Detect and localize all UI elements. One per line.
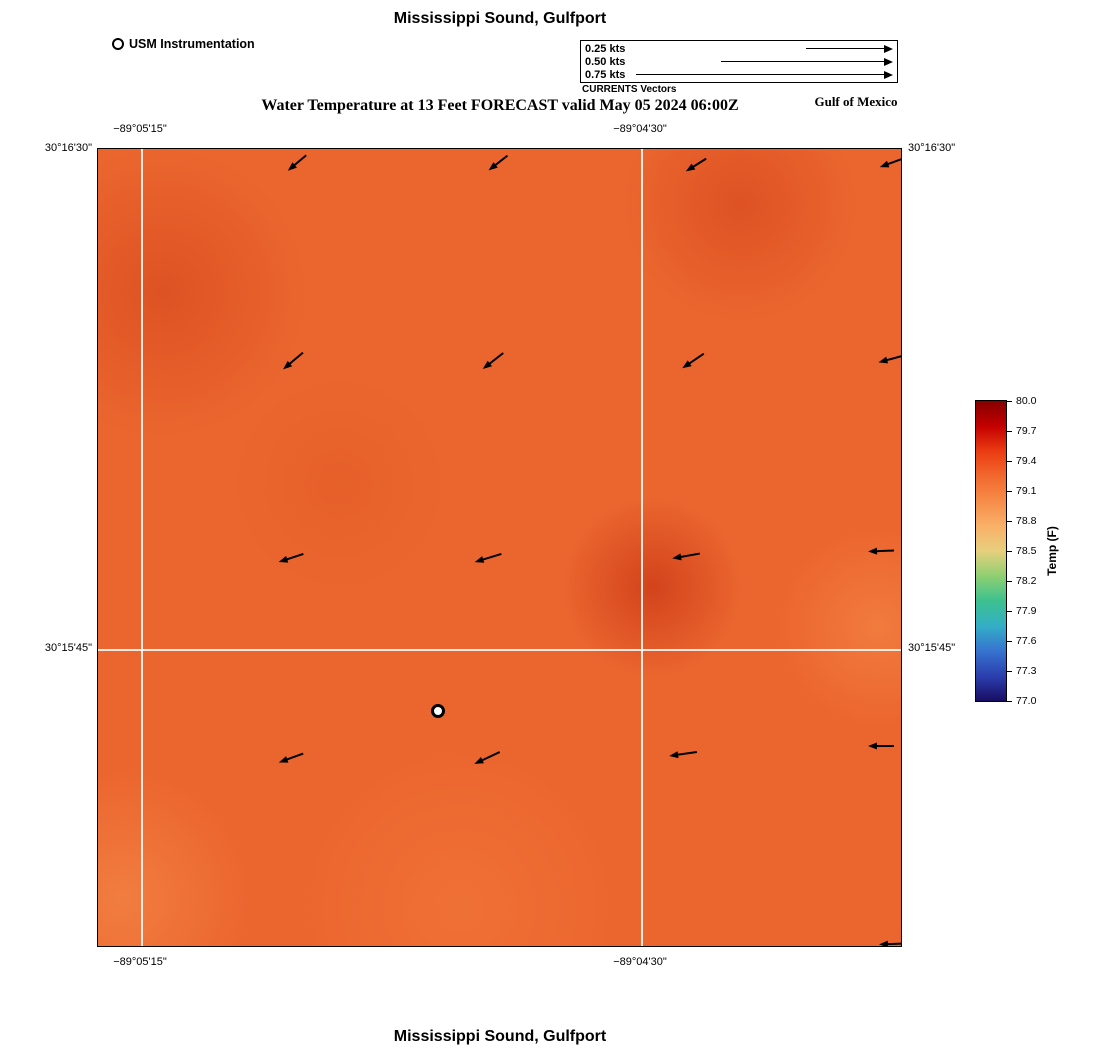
colorbar-tick-label: 77.6 (1016, 635, 1037, 647)
figure-footer-title: Mississippi Sound, Gulfport (393, 1028, 607, 1045)
usm-station-marker (431, 704, 445, 718)
colorbar (975, 400, 1007, 702)
current-vector (868, 547, 895, 555)
current-vector (283, 351, 304, 370)
currents-legend-box: 0.25 kts 0.50 kts 0.75 kts (580, 40, 898, 83)
colorbar-tick-label: 78.2 (1016, 575, 1037, 587)
colorbar-tick-mark (1007, 580, 1012, 582)
colorbar-tick-mark (1007, 520, 1012, 522)
current-vector (672, 552, 700, 561)
current-vector (488, 154, 509, 171)
colorbar-tick-mark (1007, 700, 1012, 702)
gridline-lon-1 (141, 149, 143, 946)
currents-speed-arrow-icon (806, 44, 893, 53)
current-vector (482, 352, 504, 370)
colorbar-tick-mark (1007, 490, 1012, 492)
current-vector (669, 751, 698, 759)
lon-tick-label-top-1: −89°05'15" (113, 123, 167, 135)
current-vector (868, 742, 894, 750)
colorbar-tick-mark (1007, 550, 1012, 552)
current-vector (474, 751, 501, 764)
lon-tick-label-top-2: −89°04'30" (613, 123, 667, 135)
current-vector (879, 940, 901, 946)
currents-legend-row: 0.50 kts (581, 55, 897, 68)
lon-tick-label-bottom-1: −89°05'15" (113, 956, 167, 968)
colorbar-tick-mark (1007, 430, 1012, 432)
colorbar-tick-label: 80.0 (1016, 395, 1037, 407)
colorbar-tick-label: 78.5 (1016, 545, 1037, 557)
currents-legend-row: 0.75 kts (581, 68, 897, 81)
colorbar-wrap: 80.0 79.7 79.4 79.1 78.8 78.5 78.2 77.9 77.6 77.3… (975, 395, 1065, 707)
currents-speed-label: 0.50 kts (585, 56, 626, 68)
gulf-of-mexico-label: Gulf of Mexico (814, 94, 898, 109)
current-vector (682, 352, 705, 369)
colorbar-tick-label: 79.4 (1016, 455, 1037, 467)
colorbar-tick-label: 77.0 (1016, 695, 1037, 707)
current-vector (287, 154, 307, 171)
colorbar-label: Temp (F) (1045, 526, 1059, 576)
colorbar-tick-label: 77.3 (1016, 665, 1037, 677)
gridline-lat-1 (98, 649, 901, 651)
current-vector (278, 553, 304, 563)
colorbar-tick-mark (1007, 460, 1012, 462)
lat-tick-label-right-1: 30°16'30" (908, 142, 956, 154)
lat-tick-label-left-1: 30°16'30" (44, 142, 92, 154)
current-vector (474, 552, 502, 563)
currents-speed-label: 0.75 kts (585, 69, 626, 81)
station-ring-icon (112, 38, 124, 50)
lat-tick-label-left-2: 30°15'45" (44, 642, 92, 654)
colorbar-tick-mark (1007, 670, 1012, 672)
forecast-subtitle: Water Temperature at 13 Feet FORECAST va… (261, 97, 739, 114)
colorbar-tick-label: 78.8 (1016, 515, 1037, 527)
temperature-heatmap (97, 148, 902, 947)
colorbar-tick-mark (1007, 400, 1012, 402)
usm-instrumentation-label: USM Instrumentation (129, 37, 255, 51)
colorbar-tick-label: 79.1 (1016, 485, 1037, 497)
colorbar-tick-label: 79.7 (1016, 425, 1037, 437)
colorbar-tick-mark (1007, 640, 1012, 642)
lon-tick-label-bottom-2: −89°04'30" (613, 956, 667, 968)
currents-speed-arrow-icon (721, 57, 893, 66)
current-vector (879, 158, 901, 168)
colorbar-tick-mark (1007, 610, 1012, 612)
currents-speed-arrow-icon (636, 70, 893, 79)
currents-speed-label: 0.25 kts (585, 43, 626, 55)
currents-legend-row: 0.25 kts (581, 42, 897, 55)
current-vector (685, 157, 707, 172)
current-vectors-layer (278, 154, 901, 946)
usm-instrumentation-legend: USM Instrumentation (112, 37, 255, 51)
current-vector (878, 355, 901, 364)
figure-title: Mississippi Sound, Gulfport (393, 10, 607, 27)
current-vector (278, 752, 304, 763)
lat-tick-label-right-2: 30°15'45" (908, 642, 956, 654)
gridline-lon-2 (641, 149, 643, 946)
colorbar-tick-label: 77.9 (1016, 605, 1037, 617)
currents-legend-caption: CURRENTS Vectors (582, 84, 677, 95)
